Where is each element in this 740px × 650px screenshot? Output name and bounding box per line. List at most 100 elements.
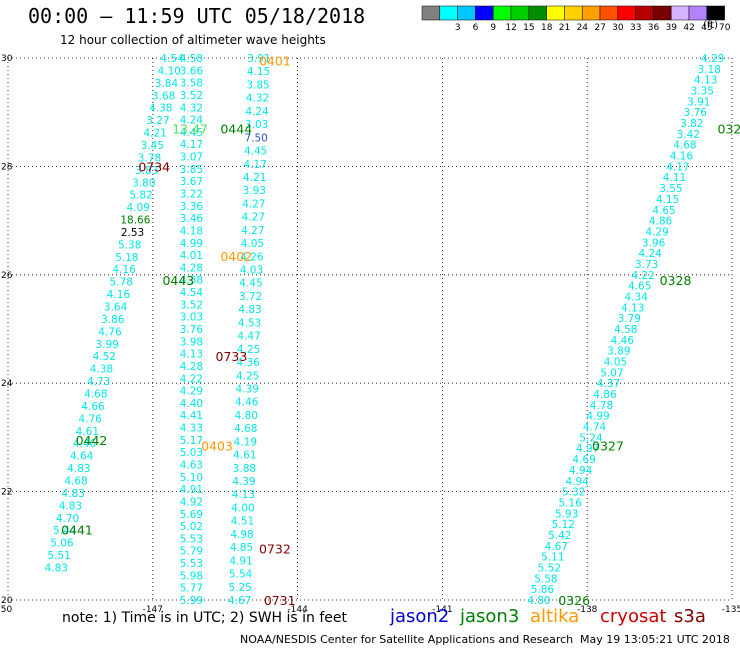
latitude-tick-label: 30: [1, 54, 13, 64]
latitude-tick-label: 20: [1, 596, 13, 606]
swh-value-label: 4.76: [78, 413, 102, 425]
swh-value-label: 4.94: [569, 465, 593, 477]
swh-value-label: 4.24: [245, 106, 269, 118]
swh-value-label: 4.33: [180, 423, 203, 435]
swh-value-label: 3.36: [180, 201, 204, 213]
colorbar-tick-label: 21: [559, 23, 570, 33]
pass-time-label: 0444: [220, 121, 252, 136]
swh-value-label: 5.07: [600, 367, 623, 379]
colorbar-tick-label: 27: [594, 23, 605, 33]
swh-value-label: 3.35: [691, 86, 714, 98]
swh-value-label: 4.36: [236, 357, 260, 369]
pass-time-label: 0731: [264, 593, 296, 608]
swh-value-label: 5.54: [229, 569, 253, 581]
swh-value-label: 4.83: [59, 500, 82, 512]
legend-jason3: jason3: [460, 606, 520, 627]
pass-time-label: 0403: [201, 439, 233, 454]
legend-jason2: jason2: [390, 606, 450, 627]
swh-value-label: 4.22: [631, 270, 654, 282]
swh-value-label: 5.86: [531, 584, 555, 596]
map-title: 00:00 – 11:59 UTC 05/18/2018: [28, 4, 366, 28]
pass-time-label: 13.47: [172, 121, 208, 136]
swh-value-label: 5.98: [180, 570, 203, 582]
swh-value-label: 4.91: [229, 555, 252, 567]
swh-value-label: 4.21: [243, 172, 266, 184]
swh-value-label: 4.58: [180, 53, 203, 65]
swh-value-label: 4.41: [180, 410, 203, 422]
swh-value-label: 4.78: [590, 400, 613, 412]
swh-value-label: 4.38: [149, 103, 172, 115]
swh-value-label: 4.69: [572, 454, 595, 466]
swh-value-label: 4.13: [621, 302, 644, 314]
swh-value-label: 5.25: [228, 582, 251, 594]
swh-value-label: 4.58: [614, 324, 637, 336]
colorbar-tick-label: 33: [630, 23, 641, 33]
longitude-tick-label: -147: [143, 605, 163, 615]
swh-value-label: 4.61: [233, 450, 256, 462]
swh-value-label: 5.32: [562, 487, 585, 499]
swh-value-label: 3.58: [180, 78, 203, 90]
swh-value-label: 4.13: [180, 349, 203, 361]
swh-value-label: 4.74: [583, 422, 607, 434]
swh-value-label: 4.27: [242, 198, 265, 210]
swh-value-label: 4.46: [611, 335, 635, 347]
colorbar-bin: [706, 5, 725, 21]
swh-value-label: 4.16: [107, 289, 131, 301]
latitude-tick-label: 24: [1, 379, 13, 389]
swh-value-label: 4.17: [666, 161, 689, 173]
swh-value-label: 5.24: [579, 432, 603, 444]
swh-value-label: 4.76: [98, 326, 122, 338]
swh-value-label: 4.45: [239, 278, 262, 290]
swh-value-label: 3.76: [180, 324, 204, 336]
swh-value-label: 4.05: [241, 238, 264, 250]
swh-value-label: 5.53: [180, 533, 203, 545]
swh-value-label: 4.65: [652, 205, 675, 217]
swh-value-label: 5.03: [180, 447, 203, 459]
track-a: 4.835.515.065.444.704.834.834.684.834.64…: [45, 53, 185, 574]
swh-value-label: 5.58: [534, 573, 557, 585]
colorbar-tick-label: 45: [701, 23, 712, 33]
swh-value-label: 4.99: [180, 238, 203, 250]
swh-value-label: 4.47: [237, 331, 260, 343]
swh-value-label: 4.01: [180, 250, 203, 262]
swh-value-label: 4.68: [673, 140, 696, 152]
swh-value-label: 3.03: [245, 119, 268, 131]
swh-value-label: 4.03: [240, 265, 263, 277]
swh-value-label: 4.16: [112, 264, 136, 276]
pass-time-label: 0733: [216, 349, 248, 364]
swh-value-label: 5.18: [115, 252, 138, 264]
generation-timestamp: May 19 13:05:21 UTC 2018: [580, 633, 730, 646]
swh-value-label: 3.86: [101, 314, 125, 326]
swh-value-label: 4.24: [638, 248, 662, 260]
swh-value-label: 4.70: [56, 513, 79, 525]
colorbar-tick-label: 70: [719, 23, 731, 33]
swh-value-label: 4.83: [238, 304, 261, 316]
swh-value-label: 5.69: [180, 509, 203, 521]
swh-value-label: 3.55: [659, 183, 682, 195]
swh-value-label: 18.66: [120, 215, 150, 227]
swh-value-label: 4.97: [576, 443, 599, 455]
swh-value-label: 5.16: [559, 497, 583, 509]
swh-value-label: 5.79: [180, 546, 203, 558]
swh-value-label: 7.50: [244, 132, 267, 144]
swh-value-label: 3.66: [180, 65, 204, 77]
swh-value-label: 3.18: [698, 64, 721, 76]
swh-value-label: 4.34: [625, 291, 649, 303]
swh-value-label: 4.40: [180, 398, 203, 410]
colorbar-tick-label: 12: [505, 23, 516, 33]
swh-value-label: 5.38: [118, 239, 141, 251]
colorbar-tick-label: 15: [523, 23, 534, 33]
swh-value-label: 4.29: [180, 386, 203, 398]
swh-value-label: 4.37: [597, 378, 620, 390]
swh-value-label: 4.83: [67, 463, 90, 475]
swh-value-label: 2.53: [121, 227, 144, 239]
legend-cryosat: cryosat: [600, 606, 667, 627]
track-b: 5.995.775.985.535.795.535.025.694.924.91…: [180, 53, 204, 607]
swh-value-label: 4.83: [45, 562, 68, 574]
swh-value-label: 4.32: [180, 102, 203, 114]
colorbar-tick-label: 9: [490, 23, 496, 33]
colorbar-tick-label: 30: [612, 23, 624, 33]
swh-value-label: 5.77: [180, 583, 203, 595]
swh-value-label: 4.13: [694, 75, 717, 87]
swh-value-label: 5.10: [180, 472, 203, 484]
